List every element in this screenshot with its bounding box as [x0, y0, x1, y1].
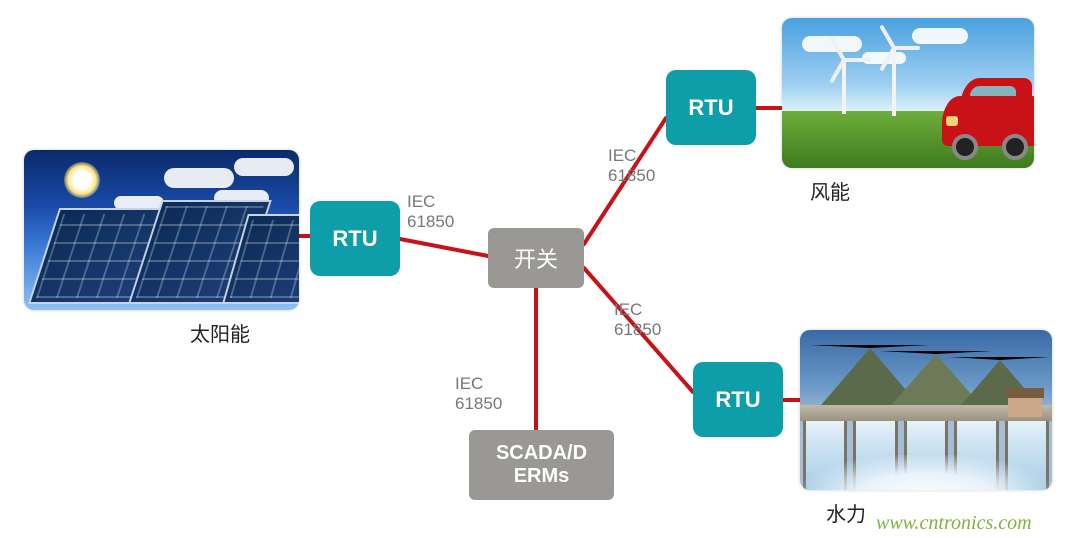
- edge-label: IEC61850: [455, 374, 502, 413]
- wind-caption: 风能: [810, 176, 850, 205]
- hydro-caption: 水力: [826, 498, 866, 527]
- rtu_hydro-node: RTU: [693, 362, 783, 437]
- edge: [400, 239, 488, 256]
- rtu_wind-node: RTU: [666, 70, 756, 145]
- diagram-stage: IEC61850 IEC61850 IEC61850 IEC61850 太阳能 风能水力 R…: [0, 0, 1080, 538]
- wind-image: [782, 18, 1034, 168]
- solar-image: [24, 150, 299, 310]
- switch-node: 开关: [488, 228, 584, 288]
- solar-caption: 太阳能: [190, 318, 250, 347]
- edge-label: IEC61850: [608, 146, 655, 185]
- rtu_solar-node: RTU: [310, 201, 400, 276]
- edge-label: IEC61850: [407, 192, 454, 231]
- edge-label: IEC61850: [614, 300, 661, 339]
- hydro-image: [800, 330, 1052, 490]
- scada-node: SCADA/DERMs: [469, 430, 614, 500]
- watermark: www.cntronics.com: [876, 512, 1032, 535]
